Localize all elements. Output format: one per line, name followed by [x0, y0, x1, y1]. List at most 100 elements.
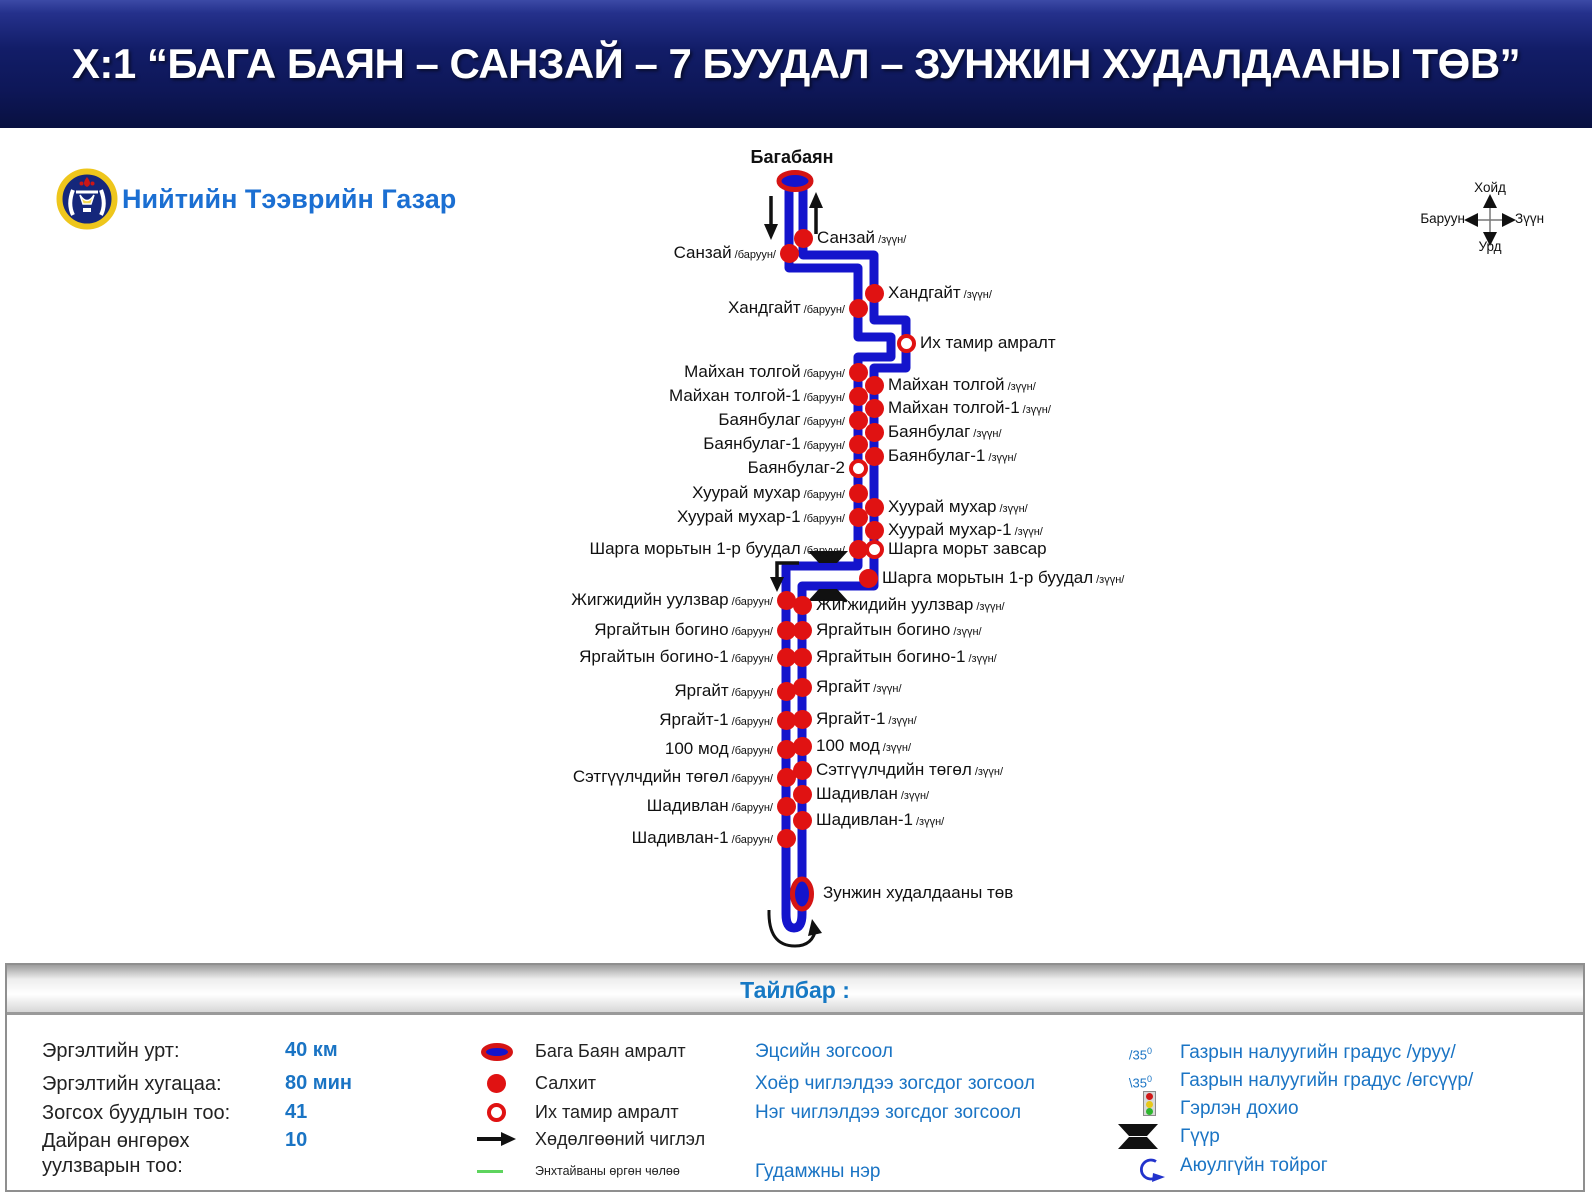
compass-east-label: Зүүн: [1515, 211, 1545, 226]
stop-label: Майхан толгой-1/зүүн/: [888, 398, 1051, 417]
stop-label: Яргайт-1/баруун/: [659, 710, 773, 729]
stop-marker: [848, 298, 868, 318]
stop-label: Их тамир амралт: [920, 333, 1056, 352]
stop-type-final: Эцсийн зогсоол: [755, 1041, 893, 1062]
road-label-traffic-light: Гэрлэн дохио: [1180, 1098, 1299, 1119]
stop-label: Яргайт/баруун/: [674, 681, 773, 700]
stop-marker: [779, 243, 799, 263]
stop-marker: [792, 784, 812, 804]
stop-label: Майхан толгой-1/баруун/: [668, 386, 845, 405]
stop-marker-open: [864, 539, 884, 559]
stop-marker: [864, 375, 884, 395]
legend-header: Тайлбар :: [7, 965, 1583, 1015]
stop-label: 100 мод/баруун/: [664, 739, 773, 758]
stat-label-junctions-1: Дайран өнгөрөх: [42, 1130, 190, 1152]
stat-value-duration: 80 мин: [285, 1072, 352, 1094]
stop-marker: [848, 434, 868, 454]
compass-north-label: Хойд: [1474, 180, 1506, 195]
compass-south-label: Урд: [1478, 239, 1502, 254]
stop-marker: [776, 767, 796, 787]
stop-marker: [792, 709, 812, 729]
stop-label: Шарга морьт завсар: [888, 539, 1047, 558]
stop-marker: [792, 677, 812, 697]
stop-marker: [792, 620, 812, 640]
slope-up-symbol: \350: [1128, 1074, 1152, 1091]
stop-label: Баянбулаг-1/баруун/: [703, 434, 845, 453]
stop-label: Баянбулаг/зүүн/: [888, 422, 1002, 441]
road-label-slope-down: Газрын налуугийн градус /уруу/: [1180, 1042, 1456, 1063]
stop-marker: [793, 228, 813, 248]
stop-label: Шарга морьтын 1-р буудал/баруун/: [589, 539, 845, 558]
stop-marker: [858, 568, 878, 588]
stop-type-street-name: Гудамжны нэр: [755, 1161, 881, 1182]
legend-panel: Тайлбар : Эргэлтийн урт: 40 км Эргэлтийн…: [5, 963, 1585, 1192]
stop-label: Шадивлан-1/зүүн/: [816, 810, 945, 829]
road-label-slope-up: Газрын налуугийн градус /өгсүүр/: [1180, 1070, 1474, 1091]
stop-marker: [792, 595, 812, 615]
stop-type-both-directions: Хоёр чиглэлдээ зогсдог зогсоол: [755, 1073, 1035, 1094]
compass-icon: [1464, 194, 1516, 246]
stop-marker: [864, 398, 884, 418]
symbol-label-direction: Хөдөлгөөний чиглэл: [535, 1129, 706, 1149]
terminal-label-top: Багабаян: [750, 147, 834, 167]
org-logo-icon: [56, 168, 118, 230]
stop-label: Хуурай мухар/зүүн/: [888, 497, 1028, 516]
stop-label: Баянбулаг-1/зүүн/: [888, 446, 1017, 465]
road-label-safety-loop: Аюулгүйн тойрог: [1180, 1155, 1328, 1176]
filled-circle-icon: [487, 1074, 506, 1093]
stop-label: Шадивлан/зүүн/: [816, 784, 930, 803]
stop-label: Яргайтын богино-1/зүүн/: [816, 647, 997, 666]
bridge-legend-icon: [1118, 1124, 1158, 1149]
stat-label-duration: Эргэлтийн хугацаа:: [42, 1073, 222, 1095]
stop-label: Санзай/баруун/: [673, 243, 776, 262]
stop-marker: [864, 520, 884, 540]
stop-marker-open: [848, 458, 868, 478]
route-title: Х:1 “БАГА БАЯН – САНЗАЙ – 7 БУУДАЛ – ЗУН…: [71, 40, 1521, 87]
slope-down-symbol: /350: [1128, 1046, 1152, 1063]
stop-label: Шадивлан-1/баруун/: [631, 828, 773, 847]
terminal-ellipse-icon: [481, 1043, 513, 1061]
stop-label: 100 мод/зүүн/: [816, 736, 912, 755]
org-name: Нийтийн Тээврийн Газар: [122, 184, 457, 214]
stop-marker: [792, 736, 812, 756]
stop-label: Яргайтын богино/зүүн/: [816, 620, 982, 639]
stat-label-junctions-2: уулзварын тоо:: [42, 1155, 183, 1177]
stop-marker: [848, 539, 868, 559]
stop-marker: [864, 446, 884, 466]
stop-marker: [792, 810, 812, 830]
stop-marker: [776, 681, 796, 701]
green-line-icon: [477, 1170, 503, 1173]
compass-west-label: Баруун: [1420, 211, 1465, 226]
symbol-label-ikh-tamir: Их тамир амралт: [535, 1102, 679, 1122]
stop-marker: [776, 620, 796, 640]
stat-value-stop-count: 41: [285, 1101, 308, 1123]
stop-label: Яргайтын богино-1/баруун/: [579, 647, 773, 666]
stop-marker: [864, 497, 884, 517]
stop-label: Хандгайт/баруун/: [727, 298, 845, 317]
traffic-light-icon: [1143, 1091, 1156, 1116]
safety-loop-icon: [1139, 1158, 1165, 1182]
stop-marker-open: [896, 333, 916, 353]
stop-label: Хуурай мухар-1/баруун/: [677, 507, 845, 526]
stop-label: Хуурай мухар-1/зүүн/: [888, 520, 1043, 539]
stop-type-one-direction: Нэг чиглэлдээ зогсдог зогсоол: [755, 1102, 1022, 1123]
stop-label: Баянбулаг/баруун/: [718, 410, 845, 429]
stop-marker: [776, 739, 796, 759]
stop-label: Баянбулаг-2: [747, 458, 845, 477]
stop-label: Яргайтын богино/баруун/: [594, 620, 773, 639]
stop-label: Санзай/зүүн/: [817, 228, 907, 247]
stop-marker: [776, 796, 796, 816]
symbol-label-salkhit: Салхит: [535, 1073, 597, 1093]
stop-marker: [848, 386, 868, 406]
stop-marker: [864, 283, 884, 303]
symbol-label-peace-avenue: Энхтайваны өргөн чөлөө: [535, 1164, 680, 1178]
stop-marker: [776, 590, 796, 610]
stat-value-length: 40 км: [285, 1039, 338, 1061]
stat-label-length: Эргэлтийн урт:: [42, 1040, 180, 1062]
stop-label: Хуурай мухар/баруун/: [692, 483, 845, 502]
stop-marker: [864, 422, 884, 442]
stop-marker: [848, 507, 868, 527]
stop-marker: [776, 710, 796, 730]
